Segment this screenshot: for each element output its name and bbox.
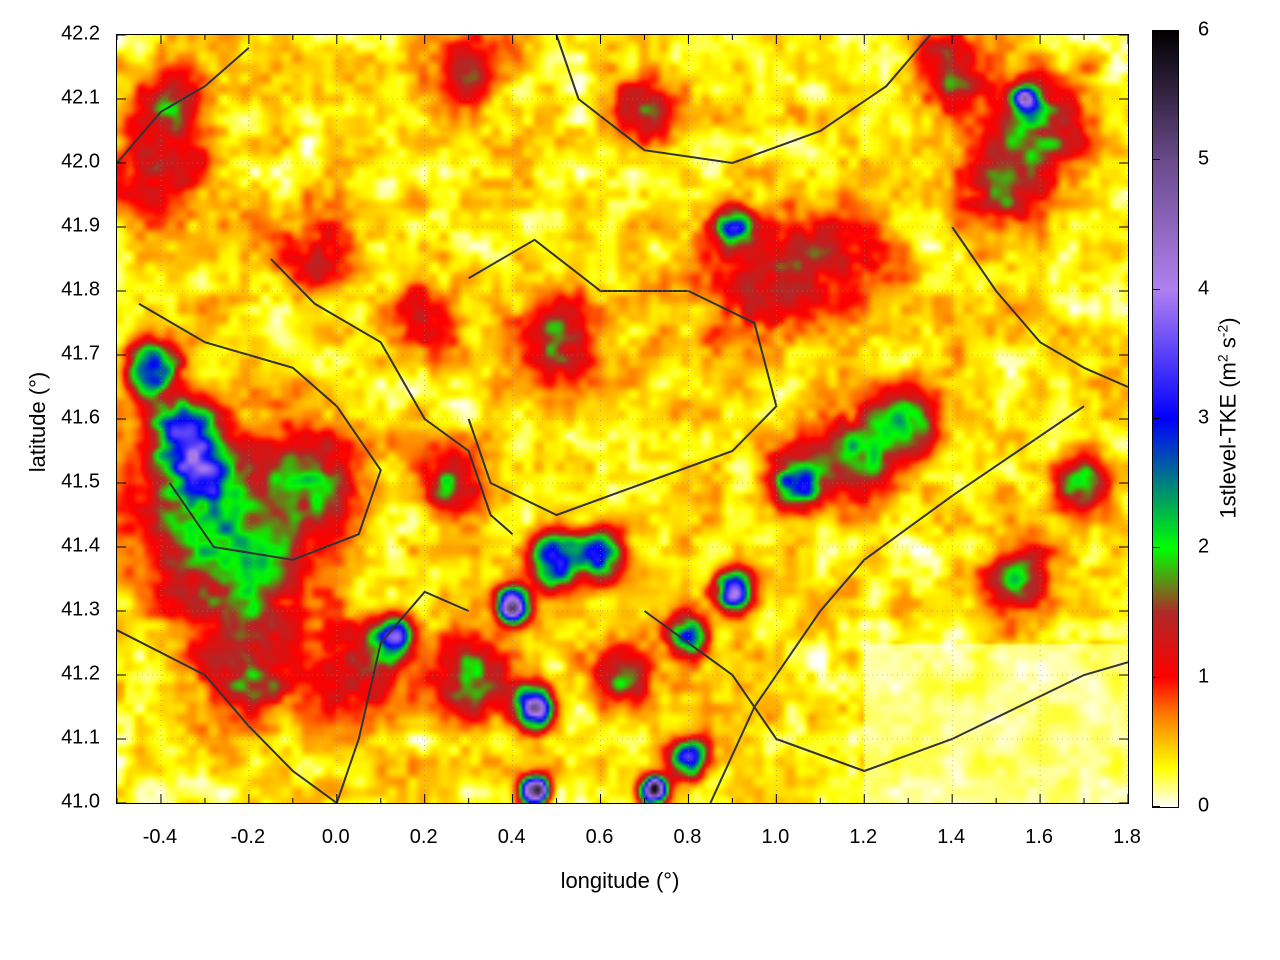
y-tick-label: 42.2 bbox=[61, 22, 100, 45]
colorbar-tick-label: 5 bbox=[1198, 147, 1210, 170]
terrain-contour bbox=[138, 302, 382, 561]
x-tick-label: 1.0 bbox=[761, 826, 790, 848]
x-tick-label: 1.4 bbox=[937, 826, 966, 848]
terrain-contour bbox=[467, 238, 778, 517]
y-tick-label: 41.2 bbox=[61, 662, 100, 685]
x-tick-label: 0.0 bbox=[321, 826, 350, 848]
terrain-contour bbox=[117, 629, 338, 803]
colorbar-tick bbox=[1152, 806, 1160, 807]
terrain-contour bbox=[117, 47, 250, 164]
colorbar-tick bbox=[1152, 159, 1160, 161]
colorbar-label: 1stlevel-TKE (m2 s-2) bbox=[1214, 317, 1241, 518]
x-tick-label: -0.4 bbox=[142, 826, 178, 848]
colorbar-tick-label: 4 bbox=[1198, 277, 1210, 300]
y-tick-label: 41.8 bbox=[61, 278, 100, 301]
y-tick-label: 41.4 bbox=[61, 534, 100, 557]
x-tick-label: -0.2 bbox=[230, 826, 266, 848]
plot-overlay bbox=[117, 35, 1128, 803]
x-tick-label: 0.2 bbox=[409, 826, 438, 848]
colorbar-tick bbox=[1152, 547, 1160, 549]
colorbar-tick bbox=[1152, 676, 1160, 678]
colorbar bbox=[1152, 30, 1179, 808]
terrain-contour bbox=[335, 590, 470, 803]
x-tick-label: 0.8 bbox=[673, 826, 702, 848]
x-tick-label: 0.4 bbox=[497, 826, 526, 848]
plot-area bbox=[116, 34, 1129, 804]
y-tick-label: 41.0 bbox=[61, 790, 100, 813]
x-axis-label: longitude (°) bbox=[560, 868, 680, 893]
y-tick-label: 42.0 bbox=[61, 150, 100, 173]
y-tick-label: 41.3 bbox=[61, 598, 100, 621]
y-axis-label: latitude (°) bbox=[25, 371, 50, 473]
colorbar-label-mid: s bbox=[1215, 337, 1241, 355]
y-tick-label: 41.7 bbox=[61, 342, 100, 365]
colorbar-tick-label: 6 bbox=[1198, 18, 1210, 41]
x-tick-label: 1.6 bbox=[1025, 826, 1053, 848]
terrain-contour bbox=[270, 258, 514, 535]
terrain-contour bbox=[643, 610, 1128, 773]
y-tick-label: 42.1 bbox=[61, 86, 100, 109]
y-tick-label: 41.5 bbox=[61, 470, 100, 493]
colorbar-tick bbox=[1152, 418, 1160, 419]
colorbar-tick-label: 3 bbox=[1198, 406, 1210, 429]
colorbar-label-sup1: 2 bbox=[1214, 354, 1231, 363]
y-tick-label: 41.1 bbox=[61, 726, 100, 749]
colorbar-label-end: ) bbox=[1215, 317, 1241, 325]
colorbar-label-sup2: -2 bbox=[1214, 324, 1231, 338]
y-tick-label: 41.9 bbox=[61, 214, 100, 237]
colorbar-tick-label: 0 bbox=[1198, 794, 1210, 817]
colorbar-label-main: 1stlevel-TKE (m bbox=[1215, 362, 1241, 519]
colorbar-tick bbox=[1152, 30, 1160, 31]
y-tick-label: 41.6 bbox=[61, 406, 100, 429]
terrain-contour bbox=[951, 226, 1128, 388]
colorbar-tick-label: 1 bbox=[1198, 665, 1210, 688]
colorbar-tick-label: 2 bbox=[1198, 535, 1210, 558]
x-tick-label: 0.6 bbox=[585, 826, 614, 848]
terrain-contour bbox=[709, 405, 1085, 803]
x-tick-label: 1.8 bbox=[1113, 826, 1141, 848]
colorbar-tick bbox=[1152, 288, 1160, 290]
x-tick-label: 1.2 bbox=[849, 826, 878, 848]
